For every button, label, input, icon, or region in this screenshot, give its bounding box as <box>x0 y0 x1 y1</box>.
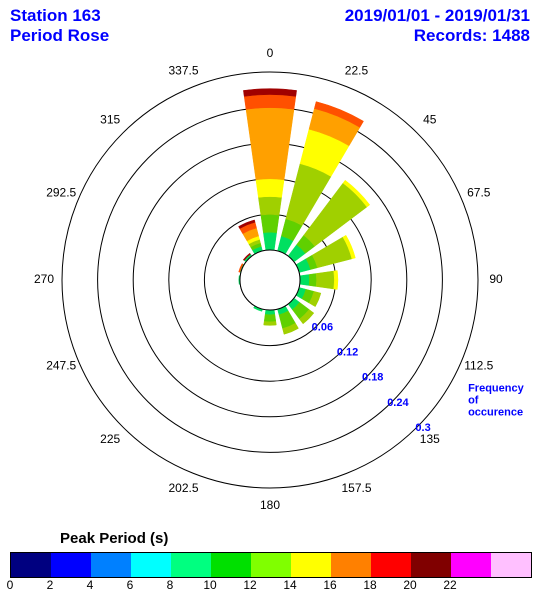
svg-text:315: 315 <box>100 112 120 126</box>
legend-title: Peak Period (s) <box>60 530 168 547</box>
svg-text:180: 180 <box>260 498 280 512</box>
polar-svg: 022.54567.590112.5135157.5180202.5225247… <box>0 5 540 535</box>
svg-text:0: 0 <box>267 46 274 60</box>
colorbar-tick: 22 <box>443 578 456 592</box>
colorbar-tick: 12 <box>243 578 256 592</box>
colorbar-tick: 10 <box>203 578 216 592</box>
svg-text:112.5: 112.5 <box>464 359 493 373</box>
polar-rose-chart: 022.54567.590112.5135157.5180202.5225247… <box>0 5 540 535</box>
colorbar-tick: 8 <box>167 578 174 592</box>
svg-text:337.5: 337.5 <box>168 63 198 77</box>
colorbar-tick: 6 <box>127 578 134 592</box>
colorbar-swatch <box>491 553 531 577</box>
svg-text:0.06: 0.06 <box>312 321 333 333</box>
colorbar-swatch <box>51 553 91 577</box>
colorbar-swatch <box>251 553 291 577</box>
colorbar-swatch <box>91 553 131 577</box>
colorbar-tick: 18 <box>363 578 376 592</box>
colorbar-tick: 14 <box>283 578 296 592</box>
colorbar-ticks: 0 2 4 6 8 10 12 14 16 18 20 22 <box>10 578 530 594</box>
colorbar-tick: 4 <box>87 578 94 592</box>
svg-text:90: 90 <box>489 272 503 286</box>
colorbar-tick: 16 <box>323 578 336 592</box>
svg-text:0.3: 0.3 <box>415 422 430 434</box>
svg-text:occurence: occurence <box>468 406 523 418</box>
svg-text:67.5: 67.5 <box>467 186 491 200</box>
colorbar-swatch <box>451 553 491 577</box>
svg-text:0.12: 0.12 <box>337 347 358 359</box>
colorbar-tick: 0 <box>7 578 14 592</box>
colorbar-swatch <box>291 553 331 577</box>
colorbar-swatch <box>171 553 211 577</box>
svg-text:202.5: 202.5 <box>168 481 198 495</box>
svg-text:0.18: 0.18 <box>362 372 383 384</box>
colorbar-tick: 20 <box>403 578 416 592</box>
svg-text:225: 225 <box>100 432 120 446</box>
colorbar-swatch <box>11 553 51 577</box>
svg-text:of: of <box>468 394 479 406</box>
colorbar <box>10 552 532 578</box>
colorbar-swatch <box>331 553 371 577</box>
svg-text:292.5: 292.5 <box>46 186 76 200</box>
svg-text:0.24: 0.24 <box>387 397 409 409</box>
svg-text:270: 270 <box>34 272 54 286</box>
svg-text:Frequency: Frequency <box>468 382 525 394</box>
colorbar-swatch <box>211 553 251 577</box>
colorbar-tick: 2 <box>47 578 54 592</box>
svg-text:45: 45 <box>423 112 437 126</box>
colorbar-swatch <box>371 553 411 577</box>
svg-text:22.5: 22.5 <box>345 63 369 77</box>
colorbar-swatch <box>131 553 171 577</box>
svg-text:247.5: 247.5 <box>46 359 76 373</box>
svg-text:157.5: 157.5 <box>341 481 371 495</box>
colorbar-swatch <box>411 553 451 577</box>
